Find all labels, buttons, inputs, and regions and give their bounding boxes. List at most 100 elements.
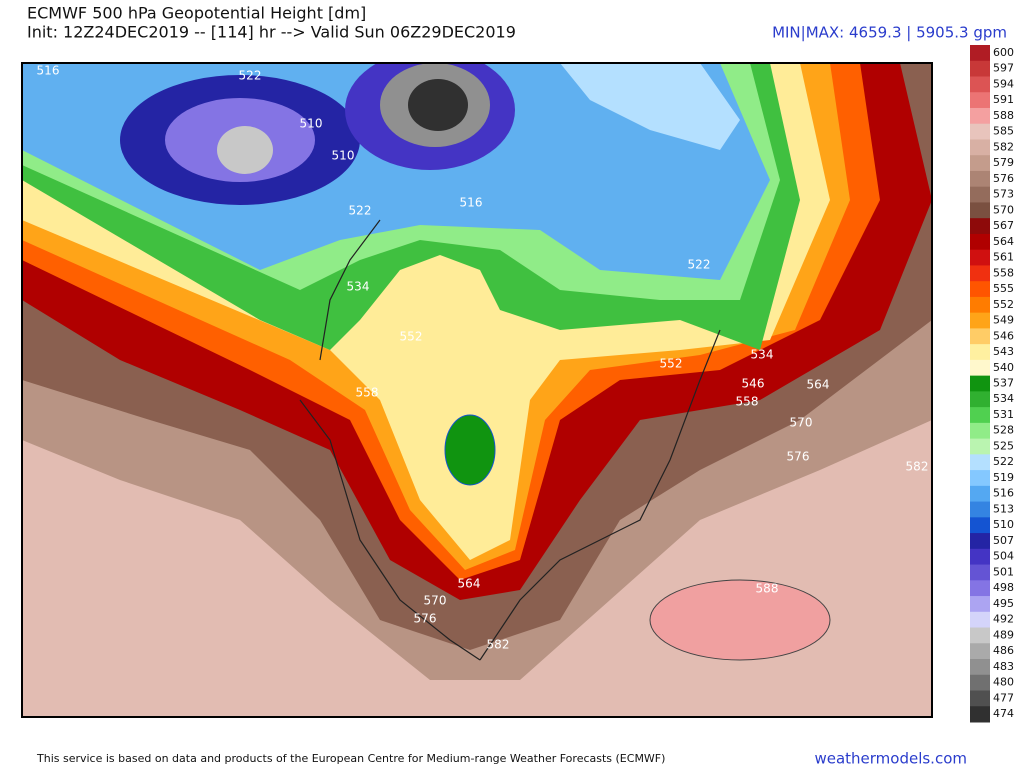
colorbar-label: 501 xyxy=(993,565,1014,578)
contour-label: 522 xyxy=(688,258,711,272)
colorbar-label: 585 xyxy=(993,125,1014,138)
colorbar-label: 480 xyxy=(993,676,1014,689)
colorbar-swatch xyxy=(970,155,990,172)
colorbar-label: 537 xyxy=(993,377,1014,390)
contour-label: 570 xyxy=(424,594,447,608)
colorbar-label: 534 xyxy=(993,392,1014,405)
contour-label: 522 xyxy=(349,204,372,218)
colorbar-label: 588 xyxy=(993,109,1014,122)
colorbar-swatch xyxy=(970,706,990,723)
colorbar-swatch xyxy=(970,422,990,440)
colorbar-label: 477 xyxy=(993,691,1014,704)
contour-label: 516 xyxy=(460,196,483,210)
colorbar-label: 483 xyxy=(993,660,1014,673)
colorbar-swatch xyxy=(970,438,990,455)
contour-label: 534 xyxy=(347,280,370,294)
init-line: Init: 12Z24DEC2019 -- [114] hr --> Valid… xyxy=(27,23,516,42)
colorbar-label: 474 xyxy=(993,707,1014,720)
colorbar-label: 570 xyxy=(993,203,1014,216)
contour-label: 582 xyxy=(487,638,510,652)
colorbar-swatch xyxy=(970,580,990,597)
colorbar-label: 498 xyxy=(993,581,1014,594)
colorbar-swatch xyxy=(970,312,990,329)
contour-label: 534 xyxy=(751,348,774,362)
colorbar-swatch xyxy=(970,281,990,298)
colorbar-label: 507 xyxy=(993,534,1014,547)
colorbar-label: 597 xyxy=(993,62,1014,75)
colorbar-swatch xyxy=(970,170,990,188)
colorbar-swatch xyxy=(970,596,990,613)
colorbar-label: 492 xyxy=(993,613,1014,626)
colorbar-swatch xyxy=(970,627,990,644)
min-max: MIN|MAX: 4659.3 | 5905.3 gpm xyxy=(772,24,1007,42)
colorbar-label: 528 xyxy=(993,424,1014,437)
contour-label: 570 xyxy=(790,416,813,430)
colorbar-label: 567 xyxy=(993,219,1014,232)
colorbar-swatch xyxy=(970,139,990,156)
contour-label: 546 xyxy=(742,377,765,391)
colorbar-label: 531 xyxy=(993,408,1014,421)
colorbar-swatch xyxy=(970,265,990,282)
colorbar-swatch xyxy=(970,186,990,203)
colorbar-label: 522 xyxy=(993,455,1014,468)
colorbar-swatch xyxy=(970,454,990,471)
contour-label: 582 xyxy=(906,460,929,474)
colorbar-swatch xyxy=(970,391,990,408)
colorbar-swatch xyxy=(970,564,990,581)
colorbar-swatch xyxy=(970,548,990,566)
colorbar-swatch xyxy=(970,123,990,140)
colorbar-swatch xyxy=(970,407,990,424)
map xyxy=(22,63,932,717)
colorbar-label: 516 xyxy=(993,487,1014,500)
contour-label: 510 xyxy=(300,117,323,131)
contour-label: 510 xyxy=(332,149,355,163)
colorbar-label: 546 xyxy=(993,329,1014,342)
colorbar-swatch xyxy=(970,674,990,692)
contour-label: 588 xyxy=(756,582,779,596)
colorbar-label: 573 xyxy=(993,188,1014,201)
contour-label: 564 xyxy=(458,577,481,591)
colorbar-label: 555 xyxy=(993,282,1014,295)
colorbar-swatch xyxy=(970,60,990,77)
colorbar-swatch xyxy=(970,485,990,503)
contour-label: 576 xyxy=(414,612,437,626)
colorbar-label: 540 xyxy=(993,361,1014,374)
contour-label: 552 xyxy=(660,357,683,371)
colorbar-swatch xyxy=(970,45,990,62)
colorbar-swatch xyxy=(970,233,990,251)
colorbar-swatch xyxy=(970,470,990,487)
colorbar-label: 495 xyxy=(993,597,1014,610)
colorbar-label: 504 xyxy=(993,550,1014,563)
contour-label: 552 xyxy=(400,330,423,344)
colorbar-label: 600 xyxy=(993,46,1014,59)
colorbar-label: 486 xyxy=(993,644,1014,657)
colorbar-swatch xyxy=(970,249,990,266)
colorbar-label: 525 xyxy=(993,439,1014,452)
colorbar-label: 579 xyxy=(993,156,1014,169)
colorbar-swatch xyxy=(970,92,990,109)
colorbar-label: 519 xyxy=(993,471,1014,484)
colorbar-label: 576 xyxy=(993,172,1014,185)
colorbar-label: 549 xyxy=(993,314,1014,327)
colorbar-swatch xyxy=(970,501,990,518)
colorbar-swatch xyxy=(970,690,990,707)
contour-label: 522 xyxy=(239,69,262,83)
colorbar-label: 564 xyxy=(993,235,1014,248)
colorbar-swatch xyxy=(970,218,990,235)
colorbar-label: 558 xyxy=(993,266,1014,279)
colorbar-swatch xyxy=(970,107,990,125)
colorbar-swatch xyxy=(970,533,990,550)
footer-notice: This service is based on data and produc… xyxy=(36,752,665,765)
colorbar-swatch xyxy=(970,296,990,314)
contour-label: 516 xyxy=(37,64,60,78)
contour-label: 558 xyxy=(356,386,379,400)
contour-label: 564 xyxy=(807,378,830,392)
colorbar-swatch xyxy=(970,328,990,345)
colorbar-label: 510 xyxy=(993,518,1014,531)
title: ECMWF 500 hPa Geopotential Height [dm] xyxy=(27,4,366,23)
map-frame xyxy=(21,62,933,718)
contour-label: 558 xyxy=(736,395,759,409)
colorbar-label: 594 xyxy=(993,77,1014,90)
colorbar-swatch xyxy=(970,344,990,361)
